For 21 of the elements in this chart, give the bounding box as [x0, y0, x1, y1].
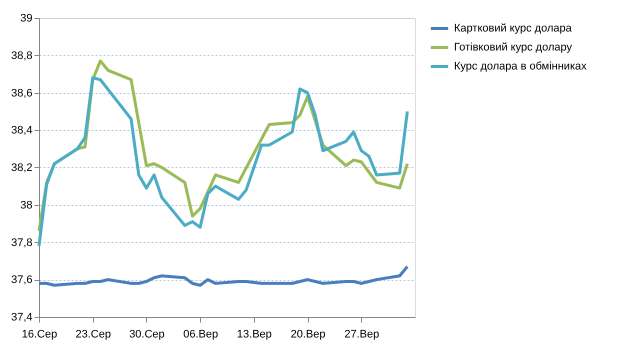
x-tick-label: 16.Сер	[22, 328, 58, 340]
y-tick-label: 38,4	[11, 124, 32, 137]
x-tick-label: 06.Вер	[183, 328, 218, 340]
x-tick-label: 13.Вер	[236, 328, 272, 340]
y-tick-label: 38	[20, 199, 32, 212]
x-tick-label: 20.Вер	[290, 328, 326, 340]
y-tick-label: 37,4	[11, 312, 32, 324]
line-series	[38, 76, 409, 248]
y-tick-label: 39	[20, 12, 32, 24]
x-tick-label: 23.Сер	[75, 328, 111, 340]
legend-label: Курс долара в обмінниках	[454, 60, 588, 72]
legend-label: Готівковий курс долару	[454, 42, 572, 54]
x-tick-label: 27.Вер	[344, 328, 380, 340]
y-tick-label: 37,8	[11, 236, 32, 249]
y-tick-label: 38,6	[11, 87, 32, 100]
line-series	[38, 265, 409, 287]
legend-label: Картковий курс долара	[454, 22, 573, 34]
x-tick-label: 30.Сер	[129, 328, 165, 340]
y-tick-label: 38,8	[11, 50, 32, 62]
y-tick-label: 37,6	[11, 274, 32, 286]
y-tick-label: 38,2	[11, 162, 32, 174]
